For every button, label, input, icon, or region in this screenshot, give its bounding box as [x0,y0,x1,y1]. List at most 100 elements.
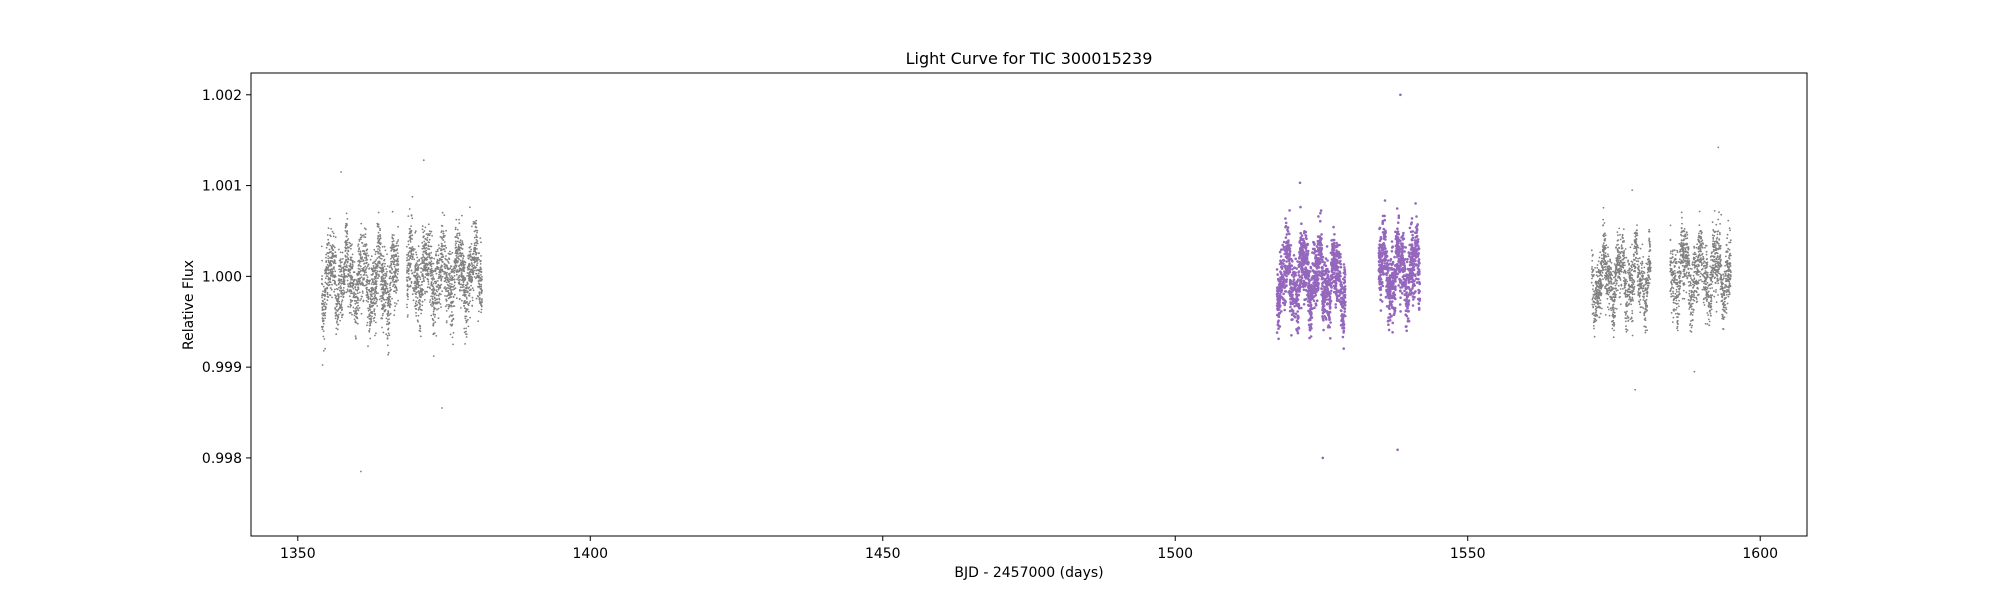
data-point [1320,243,1323,246]
data-point [1339,253,1342,256]
data-point [322,325,324,328]
data-point [1297,271,1300,274]
data-point [446,304,448,306]
data-point [417,286,420,288]
data-point [458,248,460,251]
data-point [435,335,438,337]
data-point [480,241,482,244]
data-point [397,279,399,281]
data-point [1288,209,1291,212]
data-point [1380,259,1383,262]
data-point [417,308,420,311]
data-point [1306,293,1309,297]
data-point [441,260,443,263]
data-point [451,277,453,280]
data-point [354,302,357,305]
data-point [331,273,334,276]
data-point [424,243,427,246]
data-point [1319,219,1322,223]
data-point [338,268,341,271]
data-point [1319,238,1322,242]
data-point [444,257,447,260]
data-point [340,291,342,293]
data-point [1383,233,1386,236]
data-point [475,244,478,247]
data-point [1309,265,1312,269]
data-point [431,292,434,295]
data-point [371,315,373,318]
data-point [428,261,431,264]
data-point [1381,219,1385,223]
data-point [361,260,363,263]
data-point [1286,255,1290,258]
data-point [461,278,464,281]
data-point [335,288,338,290]
data-point [349,274,351,277]
data-point [373,308,376,310]
data-point [328,264,331,267]
data-point [455,261,457,263]
data-point [1406,317,1410,320]
data-point [453,293,456,296]
data-point [421,273,424,275]
data-point [394,259,396,262]
data-point [354,310,357,312]
data-point [327,227,330,230]
data-point [1401,256,1405,260]
data-point [465,298,468,300]
data-point [1287,243,1290,246]
data-point [321,275,323,277]
data-point [354,335,357,337]
data-point [381,268,384,270]
data-point [1305,249,1308,253]
data-point [363,250,366,253]
data-point [358,281,361,284]
data-point [422,255,425,257]
data-point [337,323,339,326]
data-point [436,248,439,251]
data-point [424,276,427,279]
data-point [407,252,410,254]
data-point [453,265,456,268]
data-point [329,287,332,289]
data-point [455,240,457,243]
data-point [379,235,381,238]
data-point [387,328,389,331]
data-point [1301,252,1305,255]
series-highlighted-sector [1275,93,1421,460]
data-point [421,304,424,307]
data-point [409,232,412,235]
data-point [347,268,350,271]
data-point [1324,298,1328,301]
data-point [465,284,467,287]
data-point [374,260,376,263]
data-point [1297,293,1300,297]
data-point [479,237,482,240]
data-point [335,313,338,316]
data-point [334,312,337,315]
data-point [1394,237,1398,241]
data-point [1299,254,1302,257]
data-point [467,268,470,270]
data-point [393,263,396,266]
data-point [322,285,325,288]
data-point [410,225,412,228]
data-point [430,277,433,280]
data-point [357,278,360,281]
data-point [454,267,457,270]
data-point [416,256,419,259]
data-point [446,283,449,286]
data-point [1324,316,1327,320]
data-point [381,295,384,298]
data-point [327,238,330,241]
data-point [418,258,421,261]
data-point [1304,288,1308,292]
data-point [382,255,385,258]
data-point [378,245,380,248]
data-point [418,306,421,309]
data-point [1279,262,1283,265]
data-point [453,278,456,281]
data-point [476,248,478,250]
data-point [1322,300,1326,304]
data-point [466,290,469,292]
